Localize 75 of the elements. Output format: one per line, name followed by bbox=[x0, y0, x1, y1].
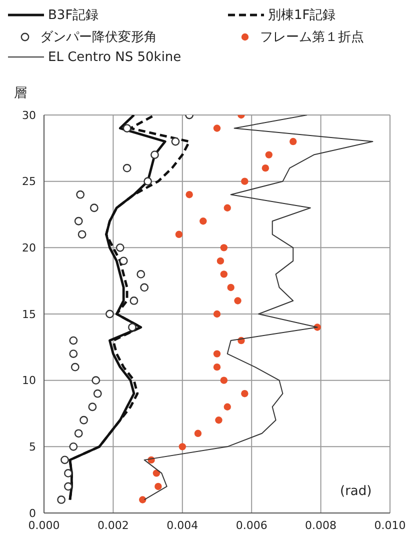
point bbox=[69, 442, 78, 451]
point bbox=[130, 296, 138, 305]
point bbox=[213, 310, 221, 318]
point bbox=[122, 164, 132, 172]
point bbox=[70, 362, 80, 372]
point bbox=[88, 402, 97, 412]
point bbox=[92, 376, 100, 385]
point bbox=[152, 470, 160, 477]
legend-label: フレーム第１折点 bbox=[260, 30, 364, 45]
point bbox=[265, 151, 272, 158]
point bbox=[69, 336, 78, 345]
point bbox=[241, 178, 248, 185]
point bbox=[69, 350, 78, 358]
point bbox=[220, 244, 228, 252]
point bbox=[144, 177, 152, 186]
point bbox=[213, 350, 221, 358]
point bbox=[290, 138, 297, 146]
point bbox=[213, 124, 221, 132]
legend-label: EL Centro NS 50kine bbox=[48, 50, 182, 65]
x-tick-label: 0.000 bbox=[28, 518, 60, 532]
point bbox=[139, 496, 146, 504]
point bbox=[60, 456, 69, 464]
y-tick-label: 5 bbox=[29, 440, 36, 454]
point bbox=[200, 218, 207, 225]
point bbox=[93, 389, 102, 398]
point bbox=[224, 204, 231, 212]
point bbox=[194, 430, 202, 437]
point bbox=[140, 283, 149, 292]
point bbox=[234, 297, 242, 304]
point bbox=[74, 429, 83, 438]
point bbox=[175, 230, 183, 238]
y-axis-title: 層 bbox=[14, 85, 27, 102]
point bbox=[78, 230, 86, 239]
point bbox=[241, 390, 248, 398]
legend-label: ダンパー降伏変形角 bbox=[40, 30, 157, 45]
point bbox=[106, 310, 114, 318]
point bbox=[227, 284, 234, 292]
point bbox=[216, 257, 224, 265]
y-tick-label: 10 bbox=[22, 374, 36, 388]
x-tick-label: 0.002 bbox=[97, 518, 129, 532]
point bbox=[215, 416, 222, 424]
point bbox=[224, 403, 231, 410]
x-axis-title: (rad) bbox=[340, 484, 372, 499]
point bbox=[122, 124, 132, 132]
point bbox=[186, 191, 193, 198]
y-tick-label: 30 bbox=[22, 108, 36, 122]
point bbox=[119, 256, 128, 266]
x-tick-label: 0.006 bbox=[236, 518, 268, 532]
point bbox=[64, 469, 72, 478]
point bbox=[213, 363, 221, 371]
y-tick-label: 20 bbox=[22, 242, 36, 255]
legend-label: B3F記録 bbox=[48, 8, 99, 23]
point bbox=[80, 416, 88, 424]
x-tick-label: 0.010 bbox=[374, 518, 406, 532]
point bbox=[220, 270, 228, 278]
point bbox=[154, 482, 162, 490]
point bbox=[116, 243, 124, 252]
point bbox=[178, 443, 186, 450]
y-tick-label: 0 bbox=[29, 506, 36, 520]
x-tick-label: 0.004 bbox=[166, 518, 198, 532]
point bbox=[171, 137, 180, 146]
point bbox=[64, 482, 72, 491]
y-tick-label: 15 bbox=[22, 308, 36, 321]
x-tick-label: 0.008 bbox=[305, 518, 337, 532]
point bbox=[128, 323, 136, 332]
point bbox=[220, 376, 228, 384]
point bbox=[74, 216, 83, 226]
point bbox=[150, 150, 159, 159]
point bbox=[76, 190, 85, 199]
point bbox=[90, 204, 98, 212]
point bbox=[136, 270, 146, 278]
legend-label: 別棟1F記録 bbox=[268, 8, 336, 23]
y-tick-label: 25 bbox=[22, 175, 36, 188]
point bbox=[262, 164, 270, 172]
point bbox=[57, 496, 66, 504]
